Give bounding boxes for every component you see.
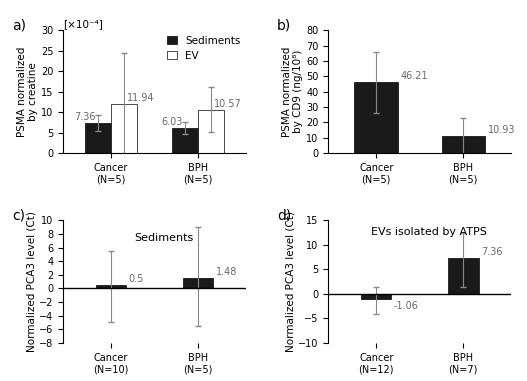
Legend: Sediments, EV: Sediments, EV — [167, 36, 241, 61]
Text: 1.48: 1.48 — [216, 267, 237, 277]
Text: d): d) — [277, 208, 291, 222]
Text: 10.57: 10.57 — [214, 99, 241, 109]
Bar — [198, 110, 225, 153]
Bar — [448, 258, 479, 294]
Y-axis label: Normalized PCA3 level (Ct): Normalized PCA3 level (Ct) — [286, 211, 296, 352]
Y-axis label: PSMA normalized
by CD9 (ng/10⁸): PSMA normalized by CD9 (ng/10⁸) — [282, 46, 304, 137]
Text: 7.36: 7.36 — [481, 247, 502, 257]
Text: EVs isolated by ATPS: EVs isolated by ATPS — [371, 227, 487, 237]
Y-axis label: PSMA normalized
by creatine: PSMA normalized by creatine — [17, 46, 38, 137]
Bar — [111, 104, 137, 153]
Text: -1.06: -1.06 — [394, 301, 418, 311]
Text: 46.21: 46.21 — [401, 71, 428, 81]
Text: 7.36: 7.36 — [74, 112, 95, 122]
Text: 11.94: 11.94 — [127, 93, 154, 103]
Bar — [183, 279, 213, 288]
Text: 0.5: 0.5 — [129, 274, 144, 284]
Text: a): a) — [12, 18, 26, 32]
Text: 6.03: 6.03 — [161, 117, 182, 127]
Text: b): b) — [277, 18, 291, 32]
Text: c): c) — [12, 208, 25, 222]
Bar — [361, 294, 392, 299]
Bar — [85, 123, 111, 153]
Bar — [172, 128, 198, 153]
Bar — [355, 82, 398, 153]
Y-axis label: Normalized PCA3 level (Ct): Normalized PCA3 level (Ct) — [26, 211, 36, 352]
Text: [×10⁻⁴]: [×10⁻⁴] — [63, 19, 103, 29]
Text: 10.93: 10.93 — [487, 125, 515, 135]
Text: Sediments: Sediments — [134, 233, 193, 243]
Bar — [96, 285, 126, 288]
Bar — [442, 136, 485, 153]
